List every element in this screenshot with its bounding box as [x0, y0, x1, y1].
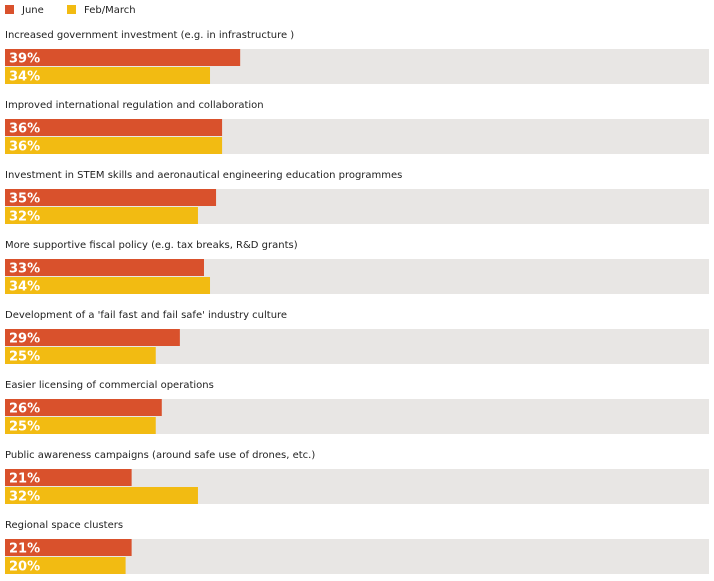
bar: [5, 259, 204, 276]
bar: [5, 417, 156, 434]
bar-value-label: 26%: [9, 402, 40, 417]
legend-swatch: [5, 5, 14, 14]
category-group: More supportive fiscal policy (e.g. tax …: [5, 240, 709, 295]
category-label: Regional space clusters: [5, 520, 123, 531]
category-group: Public awareness campaigns (around safe …: [5, 450, 709, 505]
bar: [5, 67, 211, 84]
category-group: Easier licensing of commercial operation…: [5, 380, 709, 435]
bar: [5, 119, 223, 136]
bar: [5, 277, 211, 294]
bar-value-label: 34%: [9, 280, 40, 295]
category-group: Improved international regulation and co…: [5, 100, 709, 155]
bar-value-label: 36%: [9, 122, 40, 137]
bar-value-label: 33%: [9, 262, 40, 277]
category-label: Increased government investment (e.g. in…: [5, 30, 294, 41]
category-label: Development of a 'fail fast and fail saf…: [5, 310, 287, 321]
bar: [5, 49, 241, 66]
bar: [5, 469, 132, 486]
bar: [5, 329, 180, 346]
bar: [5, 207, 198, 224]
bar: [5, 137, 223, 154]
category-group: Regional space clusters 21% 20%: [5, 520, 709, 575]
category-group: Increased government investment (e.g. in…: [5, 30, 709, 85]
bar: [5, 539, 132, 556]
bar-value-label: 32%: [9, 490, 40, 505]
category-label: Public awareness campaigns (around safe …: [5, 450, 315, 461]
bar: [5, 557, 126, 574]
bar: [5, 189, 217, 206]
bar-groups: Increased government investment (e.g. in…: [5, 30, 709, 575]
bar-value-label: 21%: [9, 472, 40, 487]
legend-swatch: [67, 5, 76, 14]
legend-item: Feb/March: [67, 5, 136, 16]
legend-item: June: [5, 5, 44, 16]
bar: [5, 347, 156, 364]
bar: [5, 399, 162, 416]
bar-value-label: 32%: [9, 210, 40, 225]
legend-label: June: [21, 5, 44, 16]
bar: [5, 487, 198, 504]
legend-label: Feb/March: [84, 5, 136, 16]
bar-value-label: 39%: [9, 52, 40, 67]
category-label: Easier licensing of commercial operation…: [5, 380, 214, 391]
bar-value-label: 36%: [9, 140, 40, 155]
category-group: Investment in STEM skills and aeronautic…: [5, 170, 709, 225]
bar-value-label: 35%: [9, 192, 40, 207]
category-label: Investment in STEM skills and aeronautic…: [5, 170, 402, 181]
bar-value-label: 25%: [9, 420, 40, 435]
bar-value-label: 25%: [9, 350, 40, 365]
bar-value-label: 20%: [9, 560, 40, 575]
bar-value-label: 29%: [9, 332, 40, 347]
bar-value-label: 34%: [9, 70, 40, 85]
category-label: More supportive fiscal policy (e.g. tax …: [5, 240, 298, 251]
bar-value-label: 21%: [9, 542, 40, 557]
legend: June Feb/March: [5, 5, 136, 16]
category-label: Improved international regulation and co…: [5, 100, 264, 111]
category-group: Development of a 'fail fast and fail saf…: [5, 310, 709, 365]
